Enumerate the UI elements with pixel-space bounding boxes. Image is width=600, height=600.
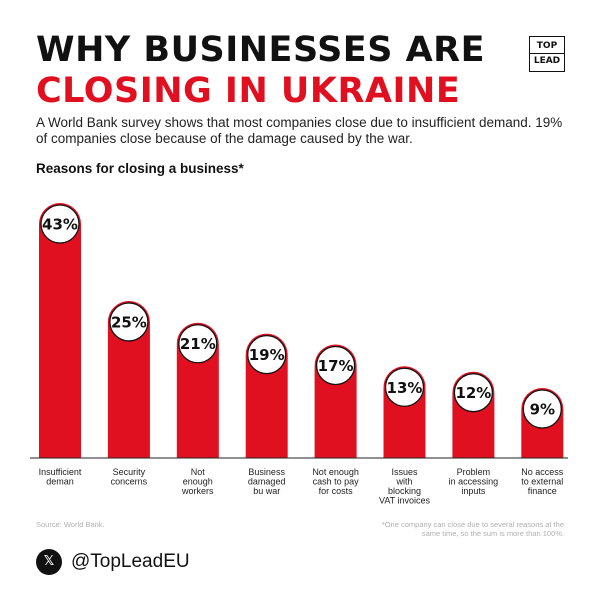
source-note: Source: World Bank. [36, 520, 105, 529]
bar [39, 224, 81, 458]
footnote: *One company can close due to several re… [381, 520, 564, 538]
value-label: 43% [42, 216, 78, 234]
value-label: 17% [318, 357, 354, 375]
value-label: 25% [111, 313, 147, 331]
value-bubble [247, 334, 287, 375]
category-label: Insufficient deman [39, 467, 82, 487]
category-label: No access to external finance [521, 467, 564, 496]
value-bubble [384, 367, 425, 407]
title-line-2: CLOSING IN UKRAINE [36, 71, 461, 111]
value-bubble [315, 345, 356, 386]
page-title: WHY BUSINESSES ARE CLOSING IN UKRAINE [36, 30, 485, 112]
social-handle[interactable]: 𝕏 @TopLeadEU [36, 549, 190, 575]
value-bubble [109, 302, 149, 342]
value-label: 12% [455, 384, 491, 402]
x-logo-icon: 𝕏 [36, 549, 62, 575]
category-label: Not enough workers [181, 467, 214, 496]
handle-text: @TopLeadEU [71, 551, 190, 572]
category-label: Issues with blocking VAT invoices [379, 467, 431, 506]
value-label: 21% [180, 335, 216, 353]
category-label: Security concerns [111, 467, 148, 487]
title-line-1: WHY BUSINESSES ARE [36, 30, 486, 70]
value-bubble [40, 204, 80, 244]
category-label: Problem in accessing inputs [449, 467, 499, 496]
value-bubble [453, 373, 494, 413]
toplead-logo: TOP LEAD [529, 36, 565, 72]
logo-top-text: TOP [536, 41, 558, 51]
logo-bottom-text: LEAD [530, 53, 564, 68]
subtitle: A World Bank survey shows that most comp… [36, 115, 563, 146]
value-label: 13% [387, 379, 423, 397]
chart-title: Reasons for closing a business* [36, 161, 244, 176]
category-label: Not enough cash to pay for costs [312, 467, 359, 496]
value-bubble [522, 389, 562, 429]
bar [107, 321, 150, 458]
category-label: Business damaged bu war [248, 467, 286, 496]
value-label: 9% [530, 401, 555, 419]
value-label: 19% [249, 346, 285, 364]
value-bubble [178, 324, 218, 364]
